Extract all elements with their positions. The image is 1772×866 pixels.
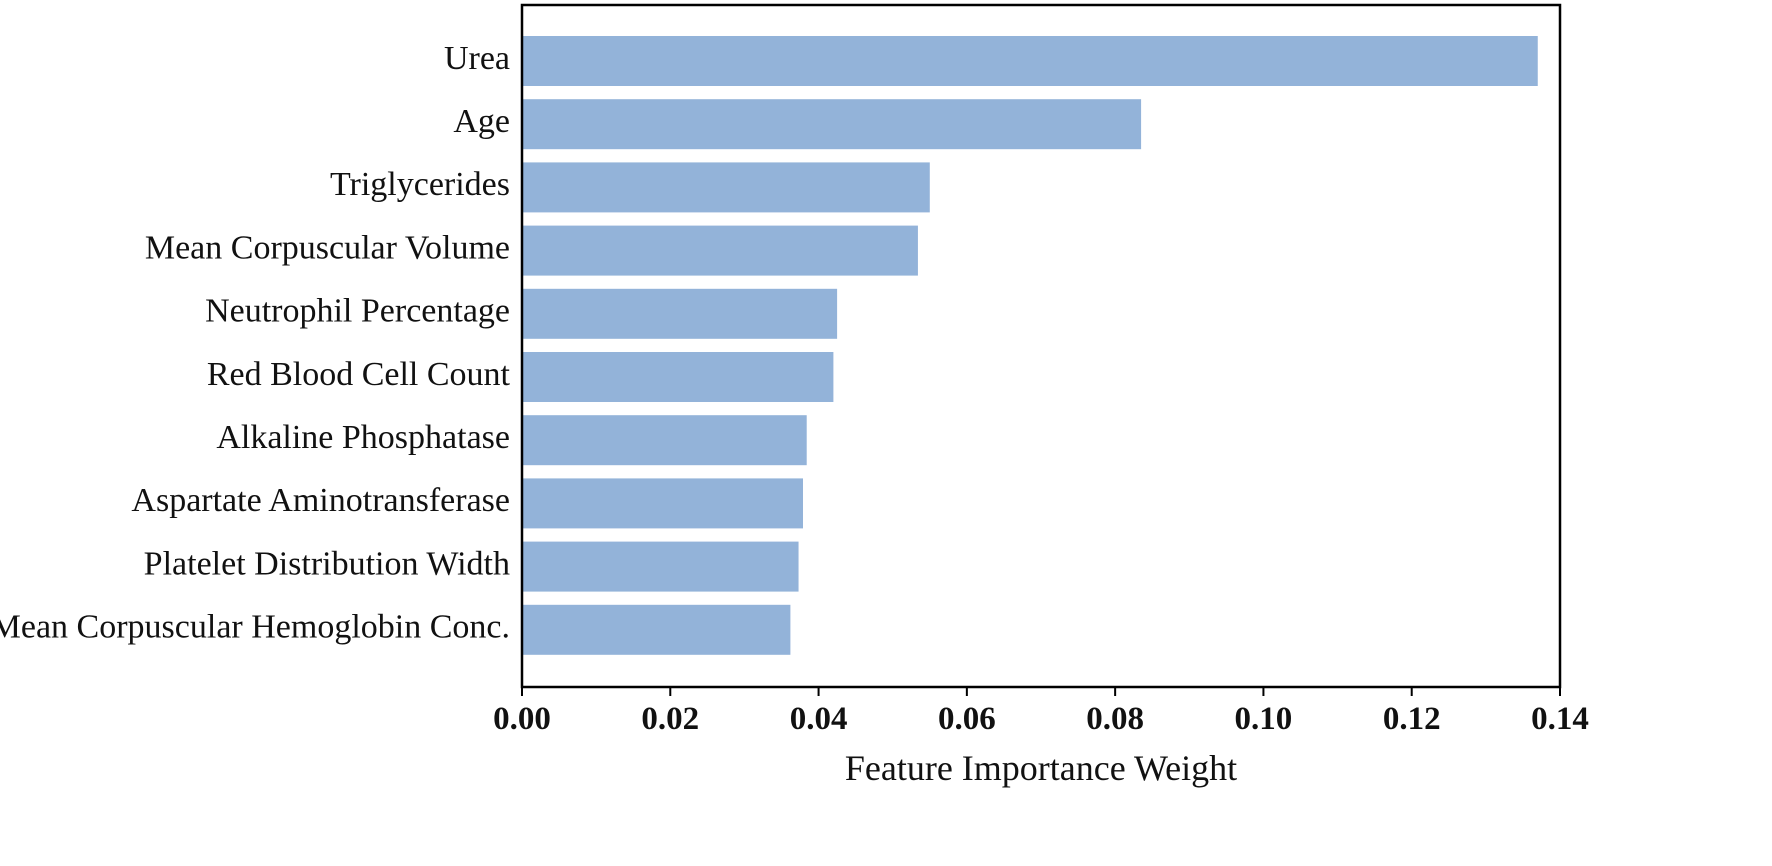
bar-aspartate-aminotransferase [522,478,804,529]
bar-alkaline-phosphatase [522,415,807,466]
bars-group [522,36,1538,655]
category-label-mean-corpuscular-volume: Mean Corpuscular Volume [145,229,510,266]
category-label-red-blood-cell-count: Red Blood Cell Count [207,356,511,393]
category-label-neutrophil-percentage: Neutrophil Percentage [205,293,510,330]
category-label-urea: Urea [444,40,510,77]
category-label-aspartate-aminotransferase: Aspartate Aminotransferase [131,482,510,519]
plot-frame [520,3,1562,689]
x-tick-label: 0.08 [1086,701,1144,737]
bar-mean-corpuscular-volume [522,225,918,276]
bar-triglycerides [522,162,930,213]
category-labels-group: Urea Age Triglycerides Mean Corpuscular Vol… [0,40,511,646]
category-label-triglycerides: Triglycerides [330,166,510,203]
bar-red-blood-cell-count [522,352,834,402]
category-label-platelet-distribution-width: Platelet Distribution Width [144,545,510,582]
x-axis-title: Feature Importance Weight [845,748,1237,788]
bar-urea [522,36,1538,86]
x-tick-label: 0.00 [493,701,551,737]
bar-mean-corpuscular-hemoglobin-conc [522,604,791,655]
category-label-age: Age [453,103,510,140]
x-tick-label: 0.02 [641,701,699,737]
category-label-mean-corpuscular-hemoglobin-conc: Mean Corpuscular Hemoglobin Conc. [0,609,510,646]
x-tick-label: 0.14 [1531,701,1589,737]
category-label-alkaline-phosphatase: Alkaline Phosphatase [216,419,510,456]
x-tick-label: 0.04 [790,701,848,737]
bar-neutrophil-percentage [522,288,838,339]
bar-age [522,99,1142,150]
bar-platelet-distribution-width [522,541,799,592]
x-tick-label: 0.10 [1235,701,1293,737]
x-axis-ticks-group: 0.00 0.02 0.04 0.06 0.08 0.10 0.12 0.14 [493,687,1589,737]
x-tick-label: 0.06 [938,701,996,737]
x-tick-label: 0.12 [1383,701,1441,737]
